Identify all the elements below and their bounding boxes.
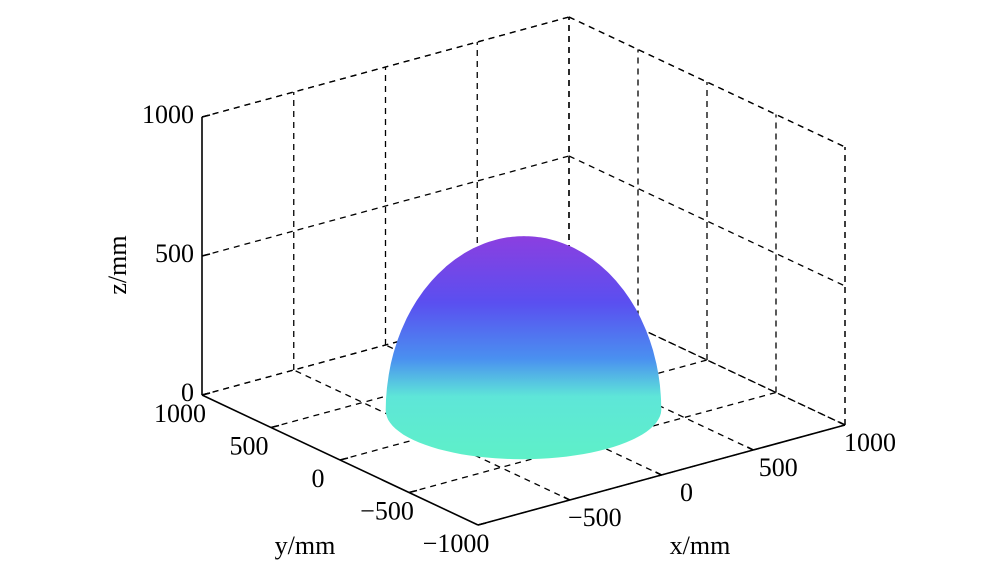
- grid-line: [568, 294, 846, 426]
- y-tick: [270, 424, 280, 429]
- hemisphere-surface: [385, 236, 662, 460]
- y-tick-label: −1000: [423, 529, 490, 558]
- z-tick: [201, 114, 211, 118]
- x-tick-label: −500: [568, 503, 622, 532]
- z-tick-label: 500: [155, 239, 194, 268]
- grid-line: [293, 369, 571, 501]
- axes: 0 500 1000 −1000 −500 0 500 1000 −500 0 500 1000: [142, 100, 896, 558]
- x-tick: [655, 471, 662, 476]
- y-tick-label: 500: [230, 431, 269, 460]
- z-tick-label: 0: [181, 378, 194, 407]
- grid-line: [201, 155, 570, 257]
- z-tick-label: 1000: [142, 100, 194, 129]
- x-tick: [746, 446, 754, 451]
- x-tick-label: 1000: [844, 428, 896, 457]
- x-tick-label: 500: [759, 453, 798, 482]
- grid-line: [201, 16, 570, 118]
- x-axis-title: x/mm: [670, 531, 731, 560]
- y-tick: [408, 489, 418, 494]
- y-tick-label: 0: [312, 464, 325, 493]
- y-tick-label: −500: [360, 496, 414, 525]
- surface-layer: [385, 236, 662, 460]
- z-tick: [201, 253, 211, 257]
- y-tick: [201, 392, 211, 396]
- y-tick-label: 1000: [154, 399, 206, 428]
- grid-line: [568, 155, 846, 287]
- x-tick: [563, 496, 571, 501]
- y-tick: [477, 522, 487, 526]
- y-axis-title: y/mm: [275, 531, 336, 560]
- z-axis-title: z/mm: [103, 235, 132, 294]
- y-tick: [339, 457, 349, 461]
- grid-line: [568, 16, 846, 148]
- x-tick: [838, 421, 846, 426]
- x-tick-label: 0: [680, 478, 693, 507]
- grid-line: [201, 294, 570, 396]
